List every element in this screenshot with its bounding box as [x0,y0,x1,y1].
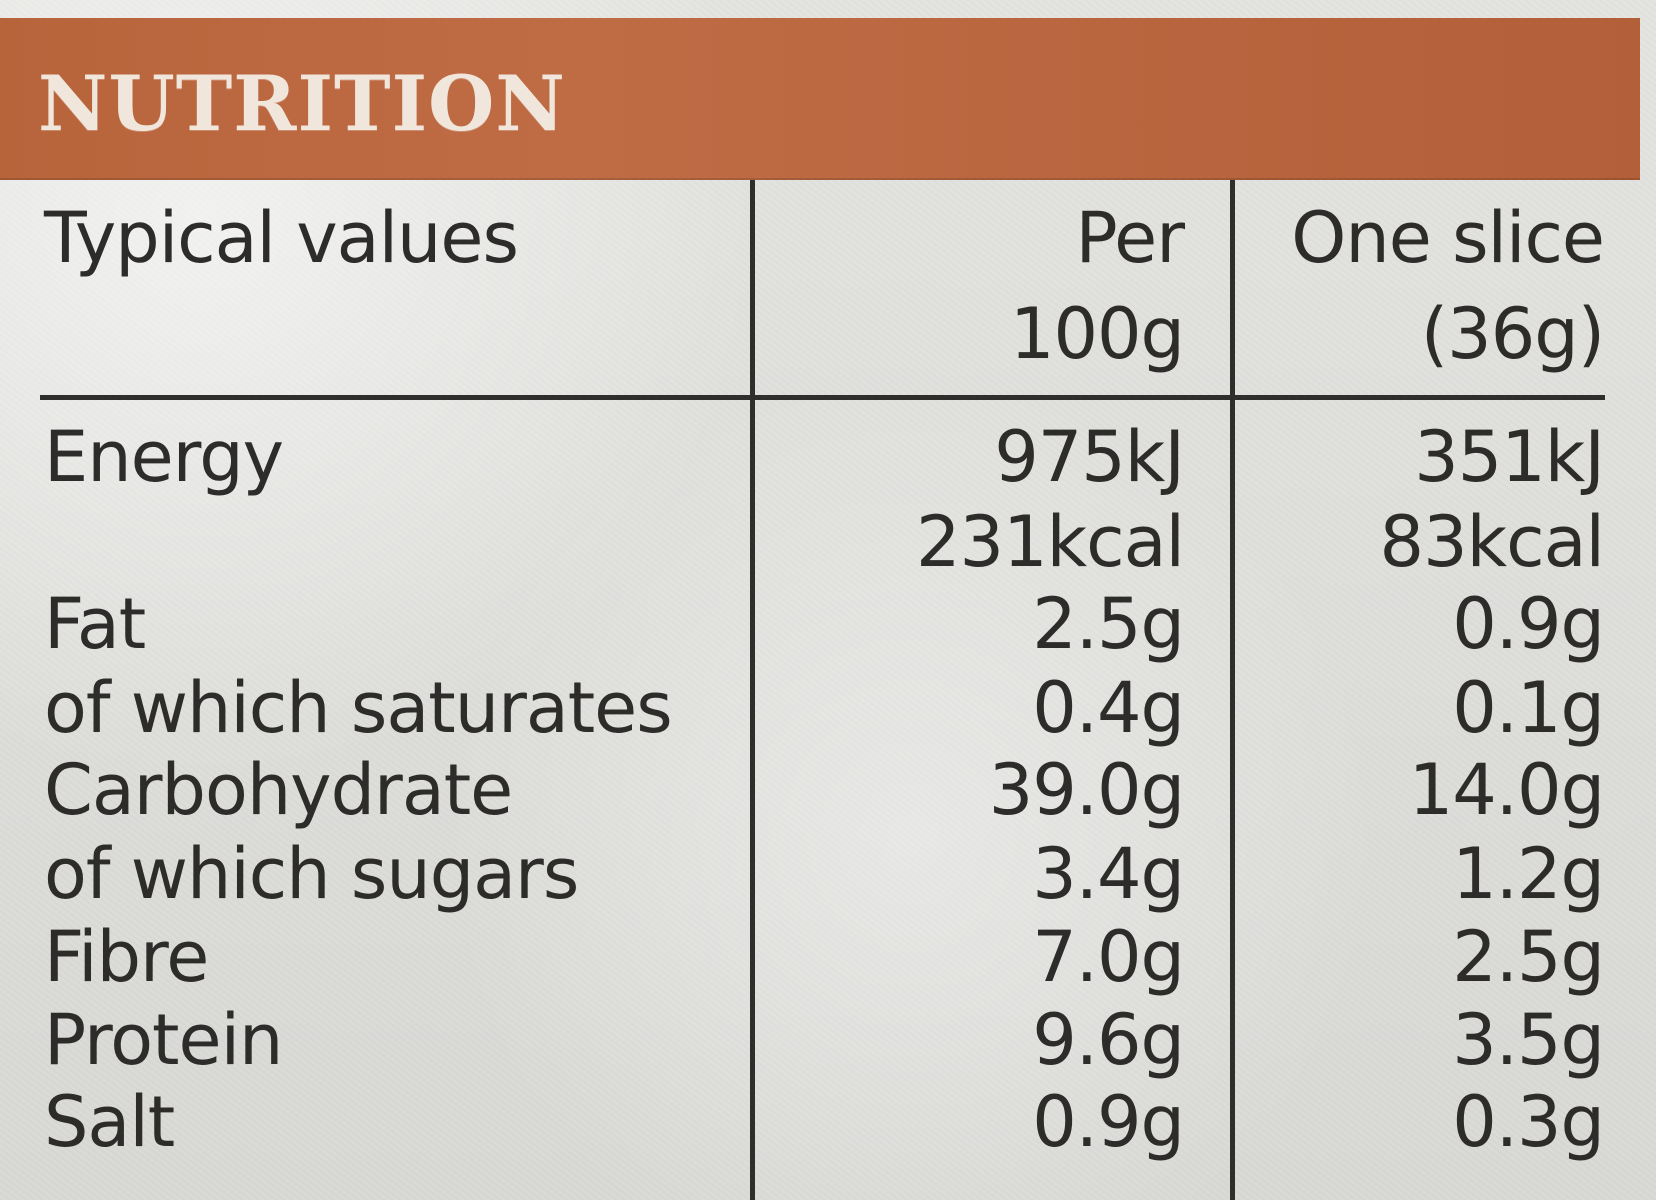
carbohydrate-per100: 39.0g [988,749,1185,831]
protein-per100: 9.6g [1032,999,1185,1081]
fibre-per100: 7.0g [1032,916,1185,998]
typical-values-header: Typical values [44,197,519,279]
sugars-slice: 1.2g [1452,833,1605,915]
energy-label: Energy [44,416,284,498]
fibre-label: Fibre [44,916,209,998]
fat-per100: 2.5g [1032,583,1185,665]
header-divider [40,395,1605,400]
fat-slice: 0.9g [1452,583,1605,665]
carbohydrate-label: Carbohydrate [44,749,513,831]
sugars-label: of which sugars [44,833,579,915]
slice-header-line-2: (36g) [1420,293,1605,375]
slice-header-line-1: One slice [1291,197,1605,279]
carbohydrate-slice: 14.0g [1408,749,1605,831]
sugars-per100: 3.4g [1032,833,1185,915]
energy-per100-kcal: 231kcal [916,501,1185,583]
fat-label: Fat [44,583,146,665]
energy-slice-kcal: 83kcal [1379,501,1605,583]
saturates-slice: 0.1g [1452,667,1605,749]
nutrition-header-bar: NUTRITION [0,18,1640,180]
protein-slice: 3.5g [1452,999,1605,1081]
salt-per100: 0.9g [1032,1081,1185,1163]
nutrition-table: Typical values Per 100g One slice (36g) … [0,180,1656,1200]
column-divider-one-slice [1230,180,1235,1200]
protein-label: Protein [44,999,283,1081]
salt-slice: 0.3g [1452,1081,1605,1163]
per-header-line-1: Per [1075,197,1185,279]
saturates-label: of which saturates [44,667,673,749]
fibre-slice: 2.5g [1452,916,1605,998]
per-header-line-2: 100g [1009,293,1185,375]
saturates-per100: 0.4g [1032,667,1185,749]
salt-label: Salt [44,1081,175,1163]
nutrition-title: NUTRITION [38,59,566,148]
energy-slice-kj: 351kJ [1414,416,1605,498]
column-divider-per-100g [750,180,755,1200]
energy-per100-kj: 975kJ [994,416,1185,498]
